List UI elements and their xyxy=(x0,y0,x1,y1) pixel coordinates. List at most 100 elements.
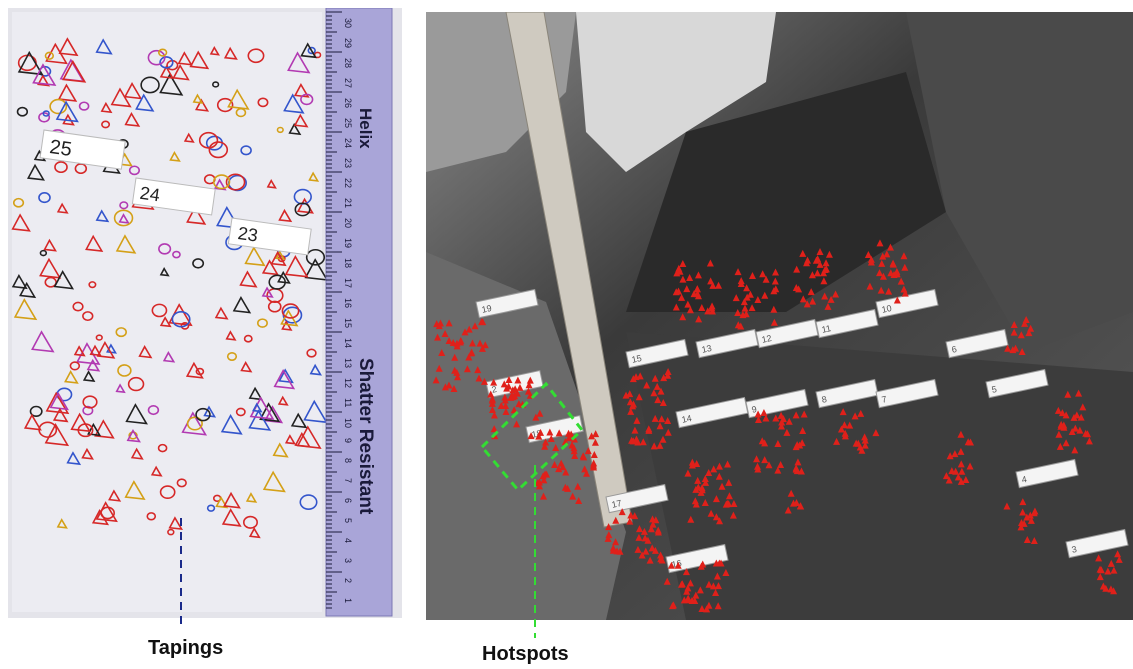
hotspot-marker xyxy=(952,467,960,475)
taping-outline xyxy=(119,201,129,210)
taping-outline xyxy=(198,131,219,149)
taping-outline xyxy=(12,197,25,208)
taping-outline xyxy=(186,416,203,431)
taping-outline xyxy=(117,364,132,377)
hotspot-marker xyxy=(901,289,909,297)
taping-outline xyxy=(293,113,309,128)
taping-outline xyxy=(16,106,29,117)
hotspot-marker xyxy=(650,442,658,450)
hotspot-marker xyxy=(698,605,706,613)
hotspot-marker xyxy=(527,432,535,440)
taping-outline xyxy=(189,50,210,70)
hotspot-label-text: 12 xyxy=(761,333,773,345)
taping-outline xyxy=(11,213,31,232)
hotspot-marker xyxy=(535,482,543,490)
hotspot-marker xyxy=(957,430,965,438)
hotspot-marker xyxy=(799,249,807,257)
hotspot-label-text: 4 xyxy=(1021,474,1028,485)
hotspot-marker xyxy=(588,432,596,440)
hotspot-marker xyxy=(478,344,486,352)
hotspot-marker xyxy=(821,292,829,300)
hotspot-marker xyxy=(822,259,830,267)
hotspot-marker xyxy=(754,410,762,418)
hotspot-marker xyxy=(1110,587,1118,595)
ruler-number: 4 xyxy=(343,538,353,543)
hotspot-marker xyxy=(481,341,489,349)
taping-outline xyxy=(94,419,115,439)
taping-outline xyxy=(169,150,181,162)
hotspot-marker xyxy=(683,285,691,293)
hotspot-marker xyxy=(725,478,733,486)
hotspot-marker xyxy=(1026,511,1034,519)
taping-outline xyxy=(216,97,234,113)
hotspot-marker xyxy=(555,429,563,437)
hotspot-marker xyxy=(616,547,624,555)
hotspot-marker xyxy=(1079,403,1087,411)
taping-outline xyxy=(296,425,322,449)
taping-outline xyxy=(85,234,104,252)
hotspot-marker xyxy=(799,295,807,303)
taping-outline xyxy=(115,327,127,338)
hotspot-label-text: 7 xyxy=(881,394,888,405)
taping-outline xyxy=(95,209,110,223)
taping-outline xyxy=(275,250,286,261)
fabric-light xyxy=(576,12,776,172)
fabric-patterned xyxy=(626,72,946,312)
taping-outline xyxy=(212,81,220,88)
hotspot-marker xyxy=(490,411,498,419)
taping-outline xyxy=(57,83,78,102)
hotspot-marker xyxy=(710,465,718,473)
taping-outline xyxy=(115,234,137,254)
hotspot-marker xyxy=(688,461,696,469)
hotspot-marker xyxy=(1056,442,1064,450)
taping-outline xyxy=(171,311,191,328)
hotspot-marker xyxy=(799,427,807,435)
taping-outline xyxy=(82,405,94,416)
hotspot-marker xyxy=(1030,536,1038,544)
hotspot-marker xyxy=(762,275,770,283)
hotspot-marker xyxy=(705,468,713,476)
hotspot-marker xyxy=(964,438,972,446)
hotspot-marker xyxy=(803,259,811,267)
taping-outline xyxy=(223,46,238,60)
wooden-stick xyxy=(505,12,633,528)
hotspot-marker xyxy=(515,400,523,408)
taping-outline xyxy=(215,496,229,509)
hotspot-marker xyxy=(546,428,554,436)
hotspot-label-text: 3 xyxy=(1071,544,1078,555)
ruler-number: 17 xyxy=(343,278,353,288)
taping-outline xyxy=(69,361,81,371)
hotspot-marker xyxy=(1019,508,1027,516)
hotspot-marker xyxy=(592,430,600,438)
taping-outline xyxy=(81,447,94,460)
hotspot-marker xyxy=(640,527,648,535)
hotspot-marker xyxy=(772,414,780,422)
hotspot-marker xyxy=(808,271,816,279)
taping-outline xyxy=(206,504,216,512)
taping-outline xyxy=(278,208,293,223)
hotspot-marker xyxy=(612,538,620,546)
taping-outline xyxy=(259,402,281,423)
taping-outline xyxy=(268,274,286,290)
hotspot-marker xyxy=(783,428,791,436)
taping-outline xyxy=(192,258,205,269)
hotspot-marker xyxy=(754,295,762,303)
hotspot-marker xyxy=(879,252,887,260)
hotspot-marker xyxy=(840,421,848,429)
hotspot-marker xyxy=(725,492,733,500)
hotspot-marker xyxy=(612,516,620,524)
hotspot-marker xyxy=(900,252,908,260)
hotspot-marker xyxy=(686,274,694,282)
hotspot-marker xyxy=(732,294,740,302)
taping-outline xyxy=(146,512,157,521)
taping-outline xyxy=(242,515,258,529)
taping-outline xyxy=(308,171,320,182)
tape-label-25: 25 xyxy=(39,129,126,170)
tapings-image: 25 24 23 3029282726252423222120191817161… xyxy=(8,8,402,618)
taping-outline xyxy=(52,407,69,423)
hotspot-marker xyxy=(1077,413,1085,421)
hotspot-marker xyxy=(539,492,547,500)
hotspot-marker xyxy=(435,364,443,372)
hotspot-marker xyxy=(445,336,453,344)
ruler-number: 22 xyxy=(343,178,353,188)
